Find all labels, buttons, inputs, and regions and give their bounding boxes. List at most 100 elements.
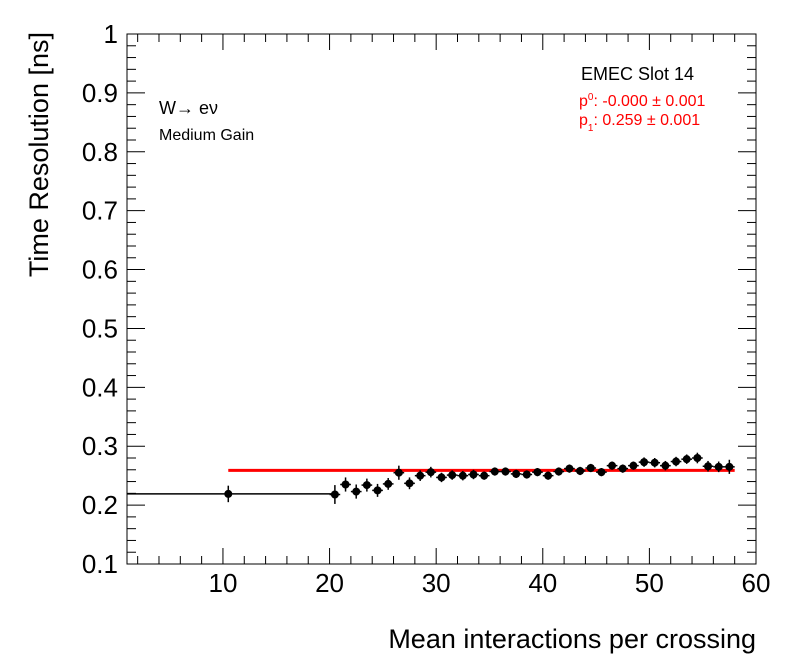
data-point [329,485,341,504]
data-point [393,465,405,480]
data-points [127,452,735,504]
y-tick-label: 0.3 [82,431,118,461]
point-marker [640,458,649,467]
point-marker [501,467,510,476]
point-marker [480,471,489,480]
point-marker [448,471,457,480]
data-point [436,472,447,483]
data-point [372,483,383,497]
point-marker [714,462,723,471]
data-point [500,467,511,476]
process-label: W→ eν [159,98,218,118]
x-tick-label: 20 [315,568,344,598]
data-point [350,484,362,499]
point-marker [576,466,585,475]
x-tick-label: 30 [422,568,451,598]
gain-label: Medium Gain [159,127,254,144]
data-point [510,469,522,479]
data-point [574,466,586,476]
point-marker [437,473,446,482]
y-tick-label: 0.2 [82,490,118,520]
point-marker [426,468,435,477]
data-point [702,460,714,472]
data-point [521,470,533,479]
y-tick-label: 0.4 [82,372,118,402]
point-marker [458,471,467,480]
data-point [414,470,426,481]
data-point [457,470,469,481]
fit-p0-value: : -0.000 ± 0.001 [593,93,705,110]
data-point [585,463,597,473]
point-marker [490,467,499,476]
point-marker [533,468,542,477]
y-axis-label: Time Resolution [ns] [24,32,54,277]
point-marker [373,486,382,495]
fit-p0-sub: 0 [588,92,594,103]
y-tick-label: 0.7 [82,196,118,226]
point-marker [394,468,403,477]
point-marker [586,464,595,473]
point-marker [362,481,371,490]
fit-p1-value: : 0.259 ± 0.001 [593,112,700,129]
point-marker [522,470,531,479]
axis-ticks [127,33,757,565]
data-point [628,461,639,470]
data-point [713,461,725,473]
data-point [681,454,693,464]
data-point [606,461,618,470]
point-marker [341,480,350,489]
data-point [532,468,543,477]
x-tick-label: 40 [528,568,557,598]
data-point [404,477,415,490]
data-point [127,485,335,503]
point-marker [693,454,702,462]
point-marker [469,470,478,479]
data-point [564,464,575,473]
data-point [446,470,458,480]
slot-label: EMEC Slot 14 [581,64,694,84]
point-marker [661,461,670,470]
y-tick-label: 0.5 [82,313,118,343]
data-point [670,456,682,467]
point-marker [330,490,339,499]
data-point [361,478,373,492]
y-tick-label: 0.8 [82,137,118,167]
point-marker [352,487,361,496]
data-point [478,471,490,480]
x-axis-label: Mean interactions per crossing [388,624,756,654]
data-point [340,477,351,492]
point-marker [224,489,233,498]
point-marker [608,461,617,470]
data-point [382,478,394,490]
point-marker [565,464,574,473]
point-marker [384,479,393,488]
data-point [724,459,735,474]
point-marker [725,462,734,471]
point-marker [554,467,563,476]
fit-p0-label: p [579,93,588,110]
data-point [649,458,661,468]
x-tick-label: 60 [742,568,771,598]
point-marker [672,457,681,466]
data-point [468,469,479,480]
fit-p1-label: p [579,112,588,129]
point-marker [597,468,606,477]
point-marker [618,464,627,473]
x-tick-label: 10 [208,568,237,598]
point-marker [544,471,553,480]
plot-frame [126,33,757,565]
x-tick-label: 50 [635,568,664,598]
y-tick-label: 0.1 [82,549,118,579]
fit-p1-sub: 1 [588,123,594,134]
data-point [425,466,437,478]
data-point [542,471,554,480]
data-point [638,457,650,467]
point-marker [405,479,414,488]
point-marker [629,461,638,470]
y-tick-labels: 0.1 0.2 0.3 0.4 0.5 0.6 0.7 0.8 0.9 1 [82,19,118,579]
point-marker [512,469,521,478]
x-tick-labels: 10 20 30 40 50 60 [208,568,770,598]
data-point [660,460,671,471]
point-marker [650,458,659,467]
